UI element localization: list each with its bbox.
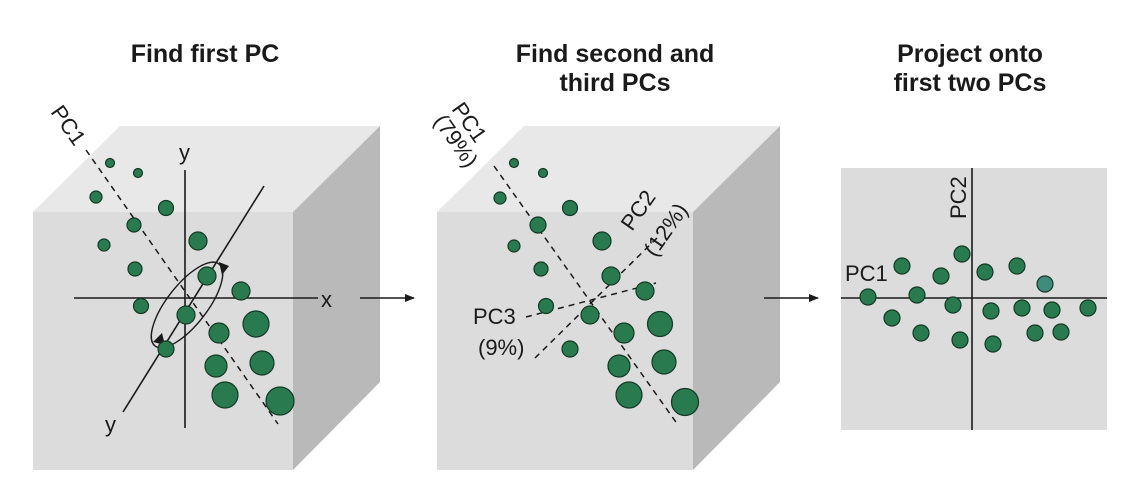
depth-axis-line [122, 185, 265, 413]
panel-1-point [157, 340, 175, 358]
projection-square [841, 168, 1107, 430]
panel-1-point [208, 322, 230, 344]
cube-2-front [437, 212, 693, 470]
panel-2-point [507, 239, 521, 253]
panel-2-point [613, 322, 635, 344]
cube-1-top [33, 126, 380, 212]
panel-3-point [1036, 275, 1054, 293]
panel-2-point [670, 387, 700, 417]
panel-1-cube [33, 126, 380, 470]
panel-3-point [893, 257, 911, 275]
panel-2-point [561, 199, 579, 217]
panel-1-x-label: x [321, 287, 332, 312]
panel-2-point [651, 349, 677, 375]
panel-2-point [580, 305, 600, 325]
panel-3-axes [841, 168, 1107, 430]
panel-1-y-top-label: y [179, 140, 190, 165]
panel-3-point [932, 267, 950, 285]
panel-3-point [944, 296, 962, 314]
panel-3-point [951, 331, 969, 349]
panel-1-point [104, 157, 116, 169]
panel-2-cube [437, 126, 780, 470]
panel-1-point [265, 386, 295, 416]
panel-3-point [859, 288, 877, 306]
panel-3-point [912, 324, 930, 342]
panel-1-point [126, 217, 142, 233]
panel-1-point [97, 238, 111, 252]
panel-2-pc3-label: PC3 [473, 304, 516, 329]
panel-3-point [1026, 324, 1044, 342]
panel-1-point [188, 231, 208, 251]
panel-2-point [601, 266, 621, 286]
panel-3-point [984, 335, 1002, 353]
panel-3-point [1013, 299, 1031, 317]
panel-2-title: Find second and third PCs [515, 40, 715, 97]
panel-2-point [615, 381, 643, 409]
panel-1-point [204, 354, 228, 378]
panel-2-pc3-percent: (9%) [478, 335, 524, 360]
panel-2-point [533, 261, 549, 277]
panel-1-point [231, 281, 251, 301]
panel-1-point [176, 305, 196, 325]
cube-2-side [693, 126, 780, 470]
panel-2-point [646, 310, 674, 338]
panel-2-point [561, 340, 579, 358]
panel-2-point [537, 297, 555, 315]
panel-1-point [249, 350, 275, 376]
panel-1-y-bottom-label: y [105, 412, 116, 437]
panel-3-point [1052, 323, 1070, 341]
panel-2-point [592, 231, 612, 251]
pc2-line [534, 235, 660, 359]
panel-3-pc2-label: PC2 [946, 176, 971, 219]
cube-2-top [437, 126, 780, 212]
panel-1-point [242, 310, 270, 338]
panel-3-point [976, 263, 994, 281]
panel-1-point [127, 261, 143, 277]
panel-1-point [132, 167, 144, 179]
panel-2-point [537, 167, 549, 179]
rotation-ellipse [150, 261, 224, 349]
panel-2-point [635, 281, 655, 301]
pc1-line [493, 165, 679, 426]
panel-1-point [132, 297, 150, 315]
panel-1-point [157, 199, 175, 217]
panel-1-pc1-label: PC1 [46, 101, 91, 150]
panel-2-points [493, 157, 700, 417]
panel-1-point [211, 381, 239, 409]
panel-1-axes [74, 149, 318, 428]
panel-1-point [89, 190, 103, 204]
panel-3-point [1043, 301, 1061, 319]
panel-1-points [89, 157, 295, 416]
panel-2-point [529, 216, 547, 234]
panel-3-point [908, 286, 926, 304]
panel-2-point [607, 354, 631, 378]
panel-2-point [493, 191, 507, 205]
panel-3-point [1008, 257, 1026, 275]
panel-2-point [508, 157, 520, 169]
panel-3-pc1-label: PC1 [845, 261, 888, 286]
panel-3-point [982, 302, 1000, 320]
panel-3-point [953, 245, 971, 263]
panel-3-title: Project onto first two PCs [893, 40, 1047, 97]
panel-3-point [1079, 299, 1097, 317]
panel-3-point [883, 309, 901, 327]
cube-1-side [293, 126, 380, 470]
panel-1-point [197, 266, 217, 286]
pc1-direction-line [85, 149, 279, 425]
panel-3-points [859, 245, 1097, 353]
panel-1-title: Find first PC [130, 40, 280, 68]
